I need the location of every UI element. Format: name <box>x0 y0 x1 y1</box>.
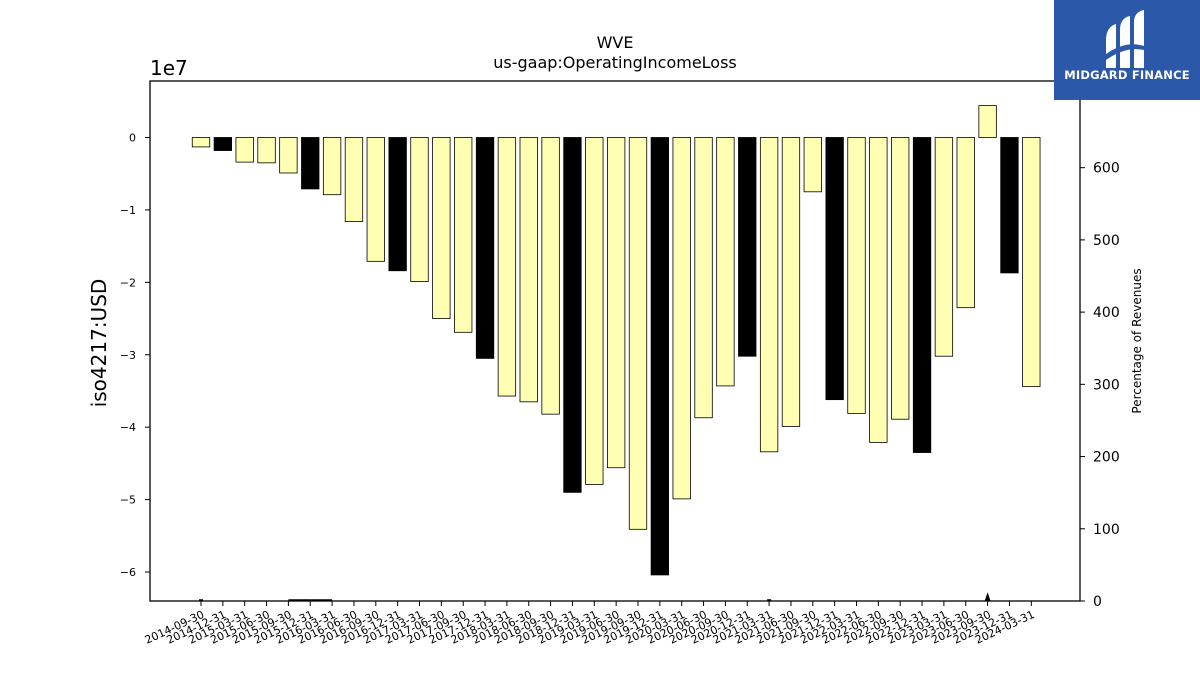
y2-tick-label: 400 <box>1093 305 1120 321</box>
bar <box>344 137 364 222</box>
bar <box>257 137 276 164</box>
bar <box>432 137 451 319</box>
bar <box>410 137 429 283</box>
bar <box>650 137 669 576</box>
bar <box>585 137 604 485</box>
y-offset-label: 1e7 <box>150 56 188 80</box>
bar <box>519 137 538 403</box>
brand-logo: MIDGARD FINANCE <box>1054 0 1200 100</box>
y-axis-label: iso4217:USD <box>87 279 111 408</box>
bar <box>454 137 473 333</box>
bar <box>235 137 254 163</box>
bar <box>694 137 713 419</box>
y-tick-label: 0 <box>129 131 136 144</box>
bar <box>803 137 822 193</box>
bar <box>607 137 626 469</box>
chart-subtitle: us-gaap:OperatingIncomeLoss <box>493 53 737 72</box>
bar-series <box>191 105 1041 576</box>
percentage-series <box>199 592 991 602</box>
bar <box>497 137 517 397</box>
percentage-point <box>984 592 991 601</box>
bar <box>716 137 735 387</box>
chart-title: WVE <box>597 33 634 52</box>
y2-tick-label: 100 <box>1093 522 1120 538</box>
y-tick-label: −1 <box>120 204 136 217</box>
bar <box>213 137 233 151</box>
y-tick-label: −3 <box>120 349 136 362</box>
bar <box>825 137 844 401</box>
y-tick-label: −4 <box>120 421 136 434</box>
x-axis-ticks: 2014-09-302014-12-312015-03-312015-06-30… <box>143 601 1037 647</box>
bar <box>956 137 975 309</box>
bar <box>781 137 801 427</box>
bar <box>891 137 910 420</box>
bar <box>388 137 407 272</box>
midgard-logo-icon <box>1106 10 1144 68</box>
y2-axis-ticks: 0 100 200 300 400 500 600 <box>1080 161 1120 610</box>
bar <box>1022 137 1041 388</box>
y2-tick-label: 300 <box>1093 377 1120 393</box>
bar <box>978 105 997 138</box>
plot-frame <box>149 80 1081 602</box>
bar <box>759 137 779 453</box>
brand-name: MIDGARD FINANCE <box>1064 68 1190 82</box>
bar <box>366 137 385 262</box>
bar <box>672 137 691 500</box>
bar <box>628 137 648 530</box>
bar <box>191 137 211 148</box>
bar <box>301 137 320 190</box>
bar <box>934 137 954 357</box>
y2-tick-label: 600 <box>1093 161 1120 177</box>
bar <box>279 137 298 174</box>
y2-tick-label: 0 <box>1093 594 1102 610</box>
y2-axis-label: Percentage of Revenues <box>1130 268 1144 413</box>
bar <box>563 137 582 493</box>
y-tick-label: −5 <box>120 494 136 507</box>
bar <box>1000 137 1019 274</box>
bar <box>738 137 757 357</box>
bar <box>912 137 932 453</box>
bar <box>541 137 560 415</box>
y-tick-label: −6 <box>120 566 136 579</box>
y2-tick-label: 500 <box>1093 233 1120 249</box>
y-tick-label: −2 <box>120 276 136 289</box>
y2-tick-label: 200 <box>1093 450 1120 466</box>
y-axis-ticks: 0 −1 −2 −3 −4 −5 −6 <box>120 131 150 579</box>
bar <box>847 137 866 414</box>
bar <box>869 137 888 443</box>
bar <box>322 137 342 196</box>
bar <box>475 137 495 359</box>
